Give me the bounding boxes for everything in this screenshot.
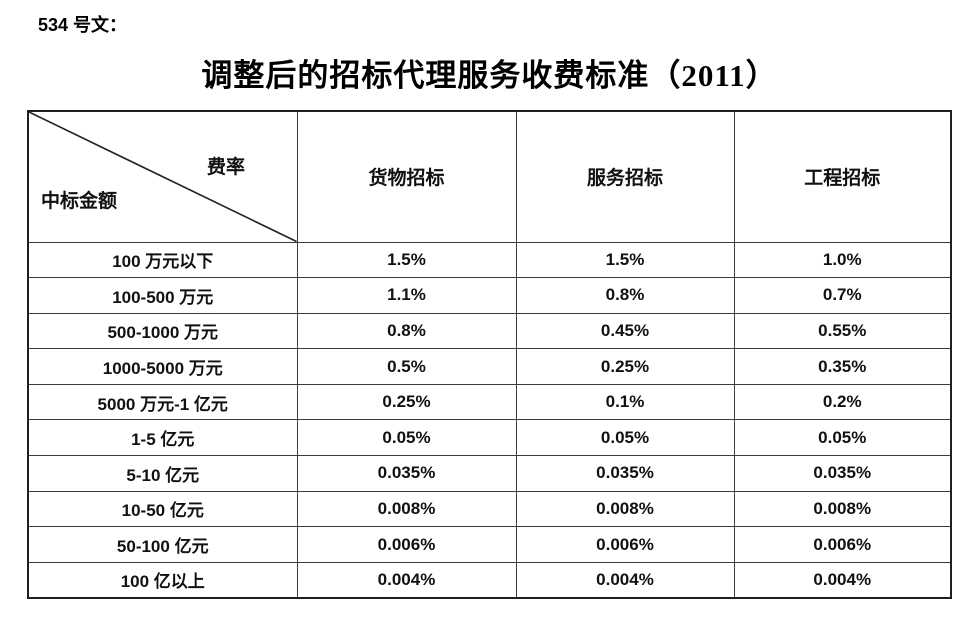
row-amount-label: 10-50 亿元 (27, 490, 298, 528)
rate-cell: 0.35% (733, 348, 952, 385)
row-amount-label: 100 万元以下 (27, 241, 298, 279)
rate-cell: 0.008% (296, 490, 517, 528)
rate-cell: 0.035% (296, 455, 517, 492)
row-amount-label: 5-10 亿元 (27, 455, 298, 492)
table-row: 1-5 亿元 0.05% 0.05% 0.05% (27, 419, 952, 457)
column-header-goods: 货物招标 (296, 110, 517, 243)
table-row: 100 万元以下 1.5% 1.5% 1.0% (27, 241, 952, 279)
table-row: 1000-5000 万元 0.5% 0.25% 0.35% (27, 348, 952, 385)
rate-cell: 0.035% (733, 455, 952, 492)
table-row: 5000 万元-1 亿元 0.25% 0.1% 0.2% (27, 383, 952, 421)
rate-cell: 0.008% (515, 490, 735, 528)
row-amount-label: 100-500 万元 (27, 277, 298, 314)
rate-cell: 0.5% (296, 348, 517, 385)
row-amount-label: 5000 万元-1 亿元 (27, 383, 298, 421)
rate-cell: 0.25% (515, 348, 735, 385)
rate-cell: 1.5% (296, 241, 517, 279)
table-row: 500-1000 万元 0.8% 0.45% 0.55% (27, 312, 952, 350)
fee-rate-table: 费率 中标金额 货物招标 服务招标 工程招标 100 万元以下 1.5% 1.5… (27, 110, 952, 599)
rate-cell: 0.25% (296, 383, 517, 421)
column-header-engineering: 工程招标 (733, 110, 952, 243)
rate-cell: 0.1% (515, 383, 735, 421)
row-amount-label: 1-5 亿元 (27, 419, 298, 457)
row-amount-label: 500-1000 万元 (27, 312, 298, 350)
rate-cell: 0.008% (733, 490, 952, 528)
row-amount-label: 50-100 亿元 (27, 526, 298, 563)
rate-cell: 0.004% (515, 561, 735, 599)
row-amount-label: 100 亿以上 (27, 561, 298, 599)
corner-label-amount: 中标金额 (41, 191, 118, 212)
rate-cell: 1.5% (515, 241, 735, 279)
diagonal-divider-line (29, 112, 297, 242)
row-amount-label: 1000-5000 万元 (27, 348, 298, 385)
rate-cell: 0.55% (733, 312, 952, 350)
rate-cell: 1.1% (296, 277, 517, 314)
page-title: 调整后的招标代理服务收费标准（2011） (201, 58, 778, 93)
rate-cell: 0.006% (296, 526, 517, 563)
rate-cell: 0.006% (733, 526, 952, 563)
table-row: 100 亿以上 0.004% 0.004% 0.004% (27, 561, 952, 599)
table-row: 50-100 亿元 0.006% 0.006% 0.006% (27, 526, 952, 563)
table-row: 100-500 万元 1.1% 0.8% 0.7% (27, 277, 952, 314)
table-row: 10-50 亿元 0.008% 0.008% 0.008% (27, 490, 952, 528)
corner-label-rate: 费率 (207, 157, 246, 178)
column-header-services: 服务招标 (515, 110, 735, 243)
rate-cell: 0.006% (515, 526, 735, 563)
rate-cell: 0.05% (733, 419, 952, 457)
rate-cell: 0.7% (733, 277, 952, 314)
rate-cell: 0.2% (733, 383, 952, 421)
rate-cell: 0.05% (515, 419, 735, 457)
rate-cell: 1.0% (733, 241, 952, 279)
rate-cell: 0.004% (296, 561, 517, 599)
rate-cell: 0.45% (515, 312, 735, 350)
rate-cell: 0.05% (296, 419, 517, 457)
doc-number-label: 534 号文： (38, 15, 128, 35)
rate-cell: 0.8% (515, 277, 735, 314)
table-header-row: 费率 中标金额 货物招标 服务招标 工程招标 (27, 110, 952, 243)
rate-cell: 0.8% (296, 312, 517, 350)
table-row: 5-10 亿元 0.035% 0.035% 0.035% (27, 455, 952, 492)
corner-header-cell: 费率 中标金额 (27, 110, 298, 243)
rate-cell: 0.004% (733, 561, 952, 599)
rate-cell: 0.035% (515, 455, 735, 492)
